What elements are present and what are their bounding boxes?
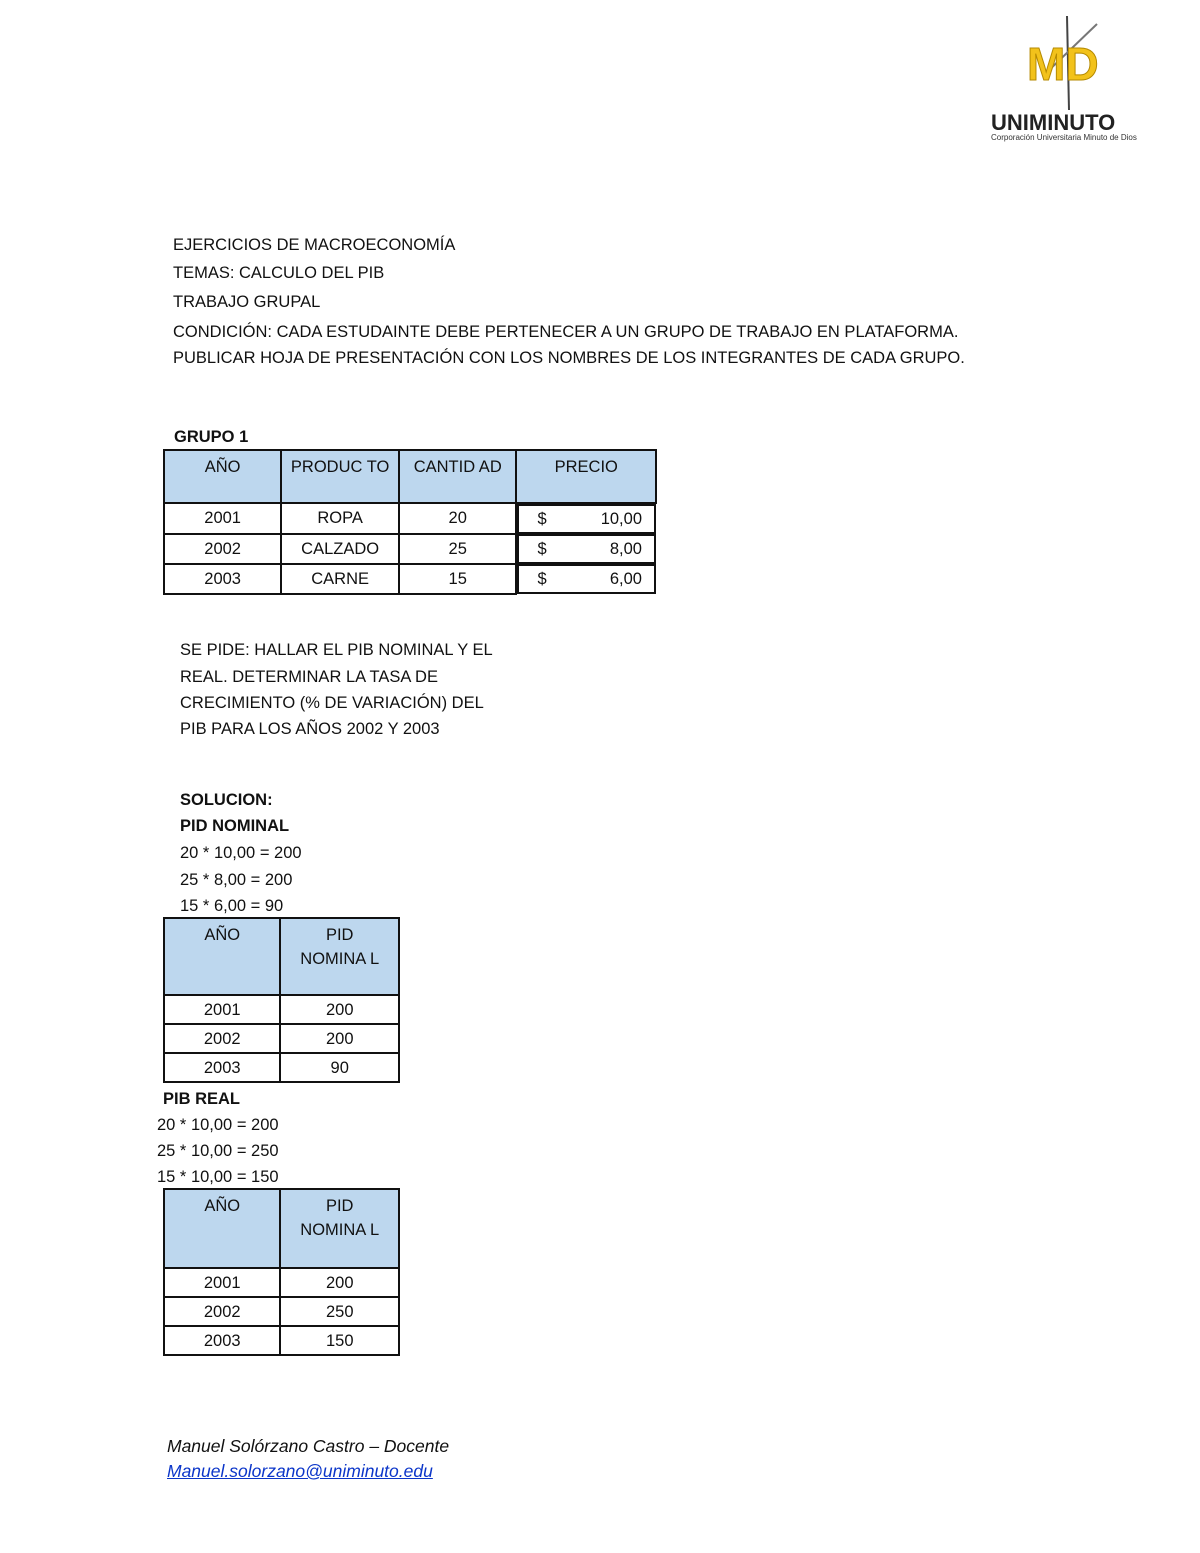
calc-line: 15 * 6,00 = 90 <box>180 897 284 915</box>
data-table: AÑO PRODUC TO CANTID AD PRECIO 2001 ROPA 2… <box>162 449 657 595</box>
cell-value: 90 <box>279 1052 400 1083</box>
currency-symbol: $ <box>537 540 547 558</box>
header-quantity: CANTID AD <box>397 449 518 504</box>
solution-title: SOLUCION: <box>180 791 273 809</box>
calc-line: 15 * 10,00 = 150 <box>157 1168 279 1186</box>
cell-year: 2003 <box>162 1325 282 1356</box>
cell-value: 200 <box>279 1023 400 1054</box>
nominal-title: PID NOMINAL <box>180 817 290 835</box>
calc-line: 20 * 10,00 = 200 <box>157 1116 279 1134</box>
table-row: 2001 200 <box>162 1267 400 1298</box>
svg-text:UNIMINUTO: UNIMINUTO <box>991 110 1115 135</box>
header-year: AÑO <box>162 1188 282 1269</box>
cell-price: $6,00 <box>517 564 656 594</box>
nominal-table: AÑO PID NOMINA L 2001 200 2002 200 2003 90 <box>162 917 400 1083</box>
calc-line: 20 * 10,00 = 200 <box>180 844 302 862</box>
task-line: PIB PARA LOS AÑOS 2002 Y 2003 <box>180 720 440 738</box>
cell-value: 200 <box>279 1267 400 1298</box>
currency-symbol: $ <box>537 570 547 588</box>
cell-year: 2001 <box>162 502 283 535</box>
cell-year: 2003 <box>162 1052 282 1083</box>
svg-text:Corporación Universitaria Minu: Corporación Universitaria Minuto de Dios <box>991 133 1137 142</box>
publish-line: PUBLICAR HOJA DE PRESENTACIÓN CON LOS NO… <box>173 349 965 367</box>
work-type-line: TRABAJO GRUPAL <box>173 293 321 311</box>
condition-line: CONDICIÓN: CADA ESTUDAINTE DEBE PERTENEC… <box>173 323 959 341</box>
cell-year: 2001 <box>162 1267 282 1298</box>
doc-title: EJERCICIOS DE MACROECONOMÍA <box>173 236 456 254</box>
uniminuto-logo: MD UNIMINUTO Corporación Universitaria M… <box>985 12 1155 147</box>
table-row: 2001 ROPA 20 $10,00 <box>162 502 656 535</box>
header-value: PID NOMINA L <box>279 917 400 996</box>
footer-author: Manuel Solórzano Castro – Docente <box>167 1436 450 1456</box>
svg-text:MD: MD <box>1027 38 1099 90</box>
footer-email-link[interactable]: Manuel.solorzano@uniminuto.edu <box>167 1461 433 1481</box>
calc-line: 25 * 10,00 = 250 <box>157 1142 279 1160</box>
task-line: REAL. DETERMINAR LA TASA DE <box>180 668 438 686</box>
cell-price: $8,00 <box>517 534 656 564</box>
price-value: 10,00 <box>600 510 642 528</box>
header-price: PRECIO <box>515 449 657 504</box>
cell-value: 200 <box>279 994 400 1025</box>
header-year: AÑO <box>162 449 283 504</box>
header-product: PRODUC TO <box>280 449 400 504</box>
cell-year: 2002 <box>162 1023 282 1054</box>
cell-year: 2002 <box>162 1296 282 1327</box>
cell-value: 250 <box>279 1296 400 1327</box>
table-row: 2002 200 <box>162 1023 400 1054</box>
header-value: PID NOMINA L <box>279 1188 400 1269</box>
task-line: CRECIMIENTO (% DE VARIACIÓN) DEL <box>180 694 484 712</box>
cell-product: ROPA <box>280 502 400 535</box>
cell-year: 2001 <box>162 994 282 1025</box>
table-row: 2002 CALZADO 25 $8,00 <box>162 533 656 565</box>
cell-product: CALZADO <box>280 533 400 565</box>
cell-quantity: 25 <box>397 533 518 565</box>
real-table: AÑO PID NOMINA L 2001 200 2002 250 2003 150 <box>162 1188 400 1356</box>
group-title: GRUPO 1 <box>174 428 249 446</box>
table-row: 2003 90 <box>162 1052 400 1083</box>
cell-product: CARNE <box>280 563 400 595</box>
task-line: SE PIDE: HALLAR EL PIB NOMINAL Y EL <box>180 641 493 659</box>
table-row: 2002 250 <box>162 1296 400 1327</box>
cell-quantity: 15 <box>397 563 518 595</box>
header-year: AÑO <box>162 917 282 996</box>
cell-year: 2002 <box>162 533 283 565</box>
calc-line: 25 * 8,00 = 200 <box>180 871 293 889</box>
price-value: 6,00 <box>609 570 642 588</box>
cell-price: $10,00 <box>517 504 656 534</box>
table-row: 2001 200 <box>162 994 400 1025</box>
topics-line: TEMAS: CALCULO DEL PIB <box>173 264 385 282</box>
price-value: 8,00 <box>609 540 642 558</box>
cell-value: 150 <box>279 1325 400 1356</box>
cell-quantity: 20 <box>397 502 518 535</box>
table-row: 2003 CARNE 15 $6,00 <box>162 563 656 595</box>
cell-year: 2003 <box>162 563 283 595</box>
real-title: PIB REAL <box>163 1090 241 1108</box>
currency-symbol: $ <box>537 510 547 528</box>
table-row: 2003 150 <box>162 1325 400 1356</box>
